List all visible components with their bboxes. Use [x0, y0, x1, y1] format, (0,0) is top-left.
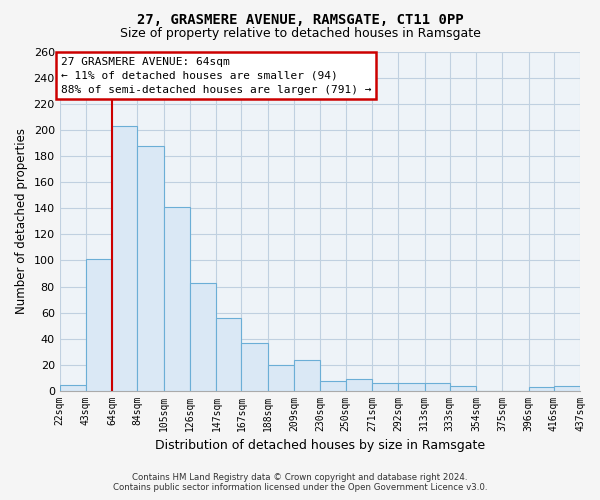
- Bar: [137, 146, 164, 391]
- Text: Size of property relative to detached houses in Ramsgate: Size of property relative to detached ho…: [119, 28, 481, 40]
- Bar: [217, 318, 241, 391]
- Bar: [294, 360, 320, 391]
- Bar: [59, 384, 86, 391]
- Bar: [554, 386, 580, 391]
- Y-axis label: Number of detached properties: Number of detached properties: [15, 128, 28, 314]
- Bar: [86, 259, 112, 391]
- Bar: [425, 383, 449, 391]
- Bar: [398, 383, 425, 391]
- Bar: [112, 126, 137, 391]
- Text: Contains HM Land Registry data © Crown copyright and database right 2024.
Contai: Contains HM Land Registry data © Crown c…: [113, 473, 487, 492]
- Bar: [529, 387, 554, 391]
- X-axis label: Distribution of detached houses by size in Ramsgate: Distribution of detached houses by size …: [155, 440, 485, 452]
- Bar: [164, 207, 190, 391]
- Bar: [449, 386, 476, 391]
- Bar: [346, 380, 372, 391]
- Bar: [372, 383, 398, 391]
- Text: 27, GRASMERE AVENUE, RAMSGATE, CT11 0PP: 27, GRASMERE AVENUE, RAMSGATE, CT11 0PP: [137, 12, 463, 26]
- Text: 27 GRASMERE AVENUE: 64sqm
← 11% of detached houses are smaller (94)
88% of semi-: 27 GRASMERE AVENUE: 64sqm ← 11% of detac…: [61, 56, 371, 94]
- Bar: [190, 282, 217, 391]
- Bar: [241, 342, 268, 391]
- Bar: [320, 380, 346, 391]
- Bar: [268, 365, 294, 391]
